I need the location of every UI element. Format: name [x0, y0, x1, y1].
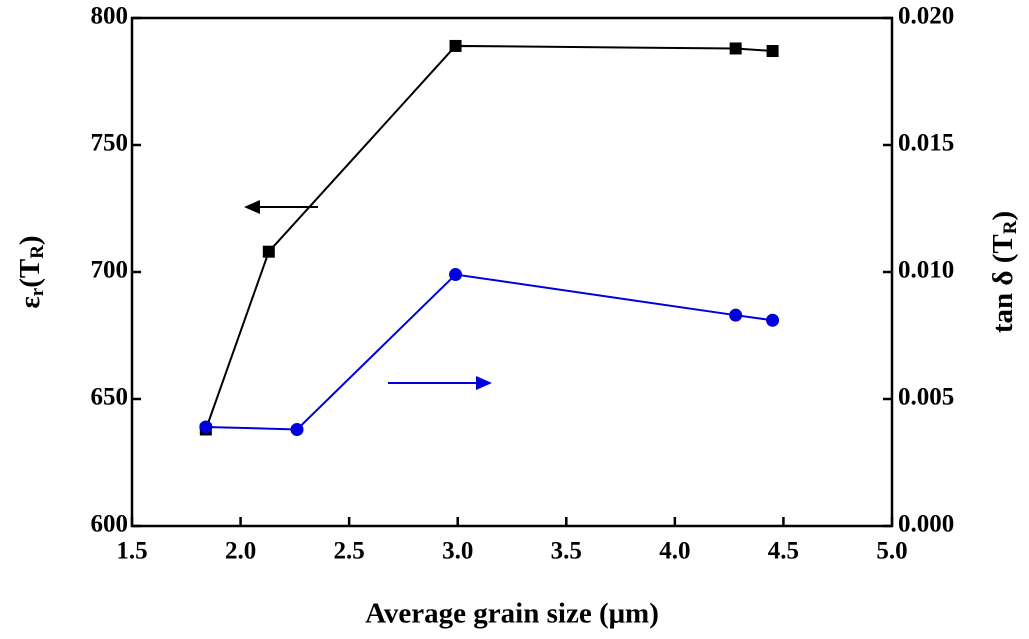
x-tick-label: 4.5: [768, 538, 799, 565]
label-part: ε: [14, 296, 46, 308]
label-part: ): [14, 235, 46, 245]
label-part: tan δ (T: [987, 234, 1019, 333]
marker: [262, 245, 275, 258]
subscript: R: [27, 245, 48, 259]
x-tick-label: 4.0: [659, 538, 690, 565]
y-tick-label: 800: [91, 3, 129, 30]
marker: [729, 42, 742, 55]
marker: [199, 420, 213, 434]
y-tick-label: 750: [91, 130, 129, 157]
marker: [449, 268, 463, 282]
x-tick-label: 2.0: [225, 538, 256, 565]
plot-frame: [130, 16, 894, 528]
series-line: [205, 273, 773, 431]
marker: [290, 422, 304, 436]
marker: [766, 313, 780, 327]
y2-tick-label: 0.000: [898, 511, 954, 538]
x-tick-label: 3.0: [442, 538, 473, 565]
x-tick-label: 1.5: [116, 538, 147, 565]
marker: [729, 308, 743, 322]
subscript: R: [1000, 220, 1021, 234]
y-axis-title: εr(TR): [14, 235, 49, 308]
right-arrow: [388, 376, 492, 390]
y-tick-label: 650: [91, 384, 129, 411]
y2-tick-label: 0.020: [898, 3, 954, 30]
y2-axis-title: tan δ (TR): [987, 211, 1022, 333]
x-tick-label: 5.0: [876, 538, 907, 565]
y-tick-label: 700: [91, 257, 129, 284]
label-part: (T: [14, 259, 46, 288]
label-part: ): [987, 211, 1019, 221]
x-tick-label: 2.5: [334, 538, 365, 565]
marker: [766, 45, 779, 58]
y2-tick-label: 0.015: [898, 130, 954, 157]
series-line: [204, 44, 773, 430]
subscript: r: [27, 287, 48, 296]
y2-tick-label: 0.010: [898, 257, 954, 284]
left-arrow: [244, 200, 318, 214]
y-tick-label: 600: [91, 511, 129, 538]
x-axis-title: Average grain size (μm): [365, 598, 659, 630]
marker: [449, 39, 462, 52]
x-tick-label: 3.5: [551, 538, 582, 565]
y2-tick-label: 0.005: [898, 384, 954, 411]
